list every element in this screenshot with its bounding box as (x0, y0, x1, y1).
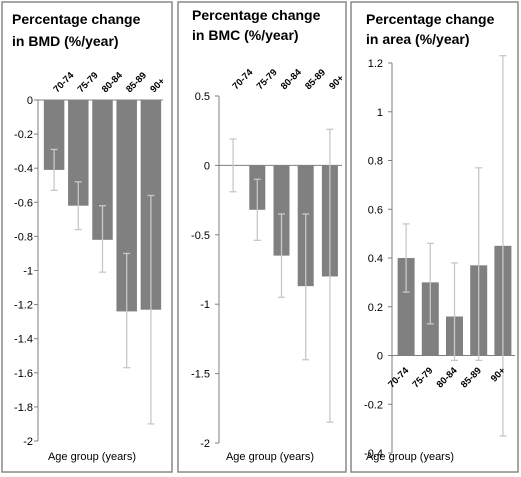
bar-80-84 (92, 100, 113, 240)
y-tick-label: 0 (377, 351, 383, 363)
y-tick-label: 0.5 (195, 91, 210, 103)
bar-85-89 (116, 100, 137, 312)
y-tick-label: 0 (204, 160, 210, 172)
x-axis-label: Age group (years) (366, 451, 454, 463)
y-tick-label: -1 (23, 266, 33, 278)
bar-75-79 (68, 100, 89, 206)
x-axis-label: Age group (years) (48, 451, 136, 463)
chart-title-line-1: Percentage change (366, 11, 495, 27)
y-tick-label: -0.4 (364, 448, 383, 460)
y-tick-label: 0 (27, 95, 33, 107)
chart-title-line-1: Percentage change (12, 11, 141, 27)
y-tick-label: -2 (200, 438, 210, 450)
chart-panel-2: Percentage change in BMC (%/year) 0.5 0 -0.5… (177, 1, 347, 473)
chart-title-line-1: Percentage change (192, 7, 321, 23)
bar-70-74 (43, 100, 65, 170)
chart-title-line-2: in area (%/year) (366, 31, 470, 47)
y-tick-label: -1.2 (14, 300, 33, 312)
chart-panel-1: Percentage change in BMD (%/year) 0 -0.2 -0.… (1, 1, 173, 473)
chart-title-line-2: in BMD (%/year) (12, 33, 119, 49)
x-axis-label: Age group (years) (226, 451, 314, 463)
y-tick-label: -0.8 (14, 231, 33, 243)
y-tick-label: -1.8 (14, 402, 33, 414)
bar-70-74 (397, 258, 415, 356)
bar-80-84 (273, 165, 290, 256)
panel-border (177, 1, 347, 473)
chart-panel-3: Percentage change in area (%/year) 1.2 1 0.8… (350, 1, 519, 473)
y-tick-label: -2 (23, 436, 33, 448)
y-tick-label: 0.8 (368, 156, 383, 168)
y-tick-label: 0.6 (368, 204, 383, 216)
y-tick-label: -0.4 (14, 163, 33, 175)
y-tick-label: -1.5 (191, 369, 210, 381)
y-tick-label: 1 (377, 107, 383, 119)
y-tick-label: -1.4 (14, 334, 33, 346)
y-tick-label: -1.6 (14, 368, 33, 380)
y-tick-label: 0.4 (368, 253, 383, 265)
y-tick-label: -1 (200, 299, 210, 311)
y-tick-label: 1.2 (368, 58, 383, 70)
y-tick-label: -0.5 (191, 230, 210, 242)
y-tick-label: -0.6 (14, 197, 33, 209)
y-tick-label: -0.2 (364, 399, 383, 411)
y-tick-label: -0.2 (14, 129, 33, 141)
panel-border (350, 1, 519, 473)
y-tick-label: 0.2 (368, 302, 383, 314)
chart-title-line-2: in BMC (%/year) (192, 27, 299, 43)
